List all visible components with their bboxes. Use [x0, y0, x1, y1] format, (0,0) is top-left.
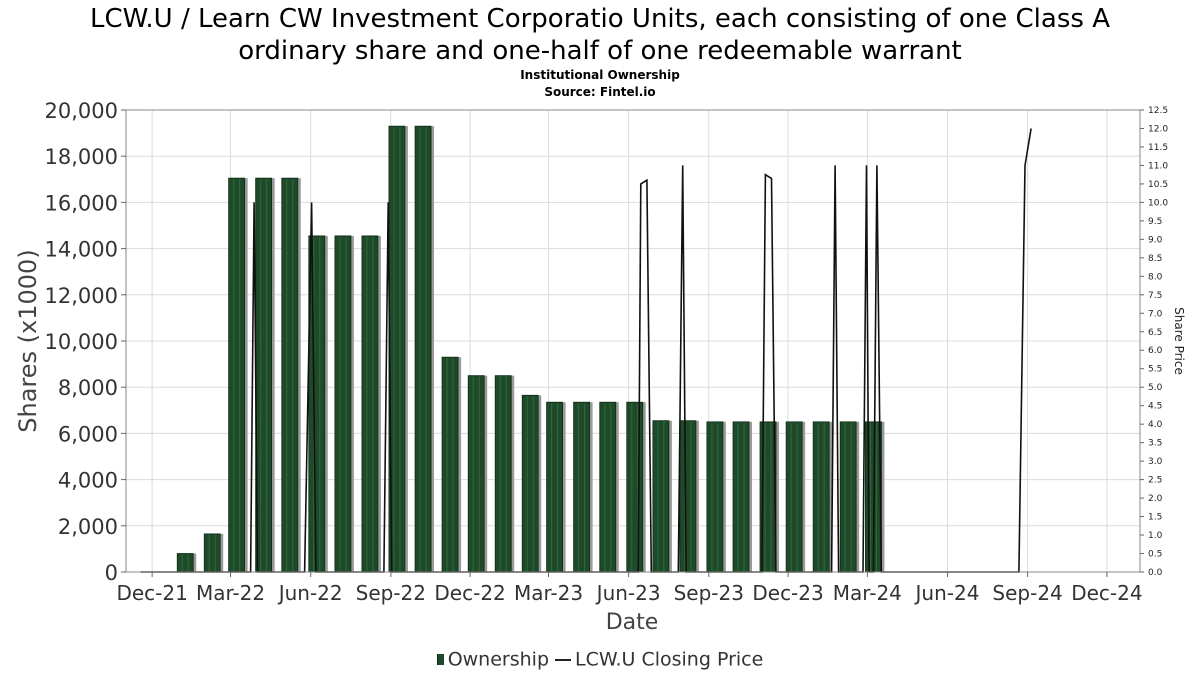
y-tick-label: 0 — [105, 561, 118, 585]
ownership-bar — [546, 401, 563, 573]
y2-tick-label: 5.0 — [1148, 383, 1163, 393]
ownership-bar — [494, 375, 512, 573]
ownership-bars — [176, 125, 885, 573]
ownership-bar — [839, 421, 857, 573]
y2-tick-label: 4.0 — [1148, 420, 1163, 430]
y2-tick-label: 6.0 — [1148, 346, 1163, 356]
ownership-bar — [785, 421, 803, 573]
x-tick-label: Jun-24 — [914, 581, 980, 605]
x-tick-label: Dec-21 — [116, 581, 187, 605]
y2-tick-label: 10.5 — [1148, 180, 1168, 190]
y2-tick-label: 0.5 — [1148, 550, 1162, 560]
y2-tick-label: 9.5 — [1148, 217, 1162, 227]
chart-title-line-1: LCW.U / Learn CW Investment Corporatio U… — [90, 4, 1110, 34]
ownership-bar — [652, 420, 670, 573]
y-tick-label: 18,000 — [45, 145, 118, 169]
legend-ownership-swatch — [436, 654, 444, 665]
ownership-bar — [361, 235, 379, 573]
y2-tick-label: 8.5 — [1148, 254, 1162, 264]
x-axis: Dec-21 Mar-22 Jun-22 Sep-22 Dec-22 Mar-23 Jun-… — [116, 572, 1143, 605]
y2-tick-label: 1.5 — [1148, 513, 1162, 523]
y2-tick-label: 7.0 — [1148, 309, 1163, 319]
ownership-bar — [441, 356, 459, 573]
ownership-bar — [414, 125, 432, 573]
y2-tick-label: 12.0 — [1148, 124, 1168, 134]
y-tick-label: 16,000 — [45, 191, 118, 215]
y2-tick-label: 7.5 — [1148, 291, 1162, 301]
y2-tick-label: 2.0 — [1148, 494, 1163, 504]
x-tick-label: Jun-23 — [595, 581, 661, 605]
y2-tick-label: 4.5 — [1148, 402, 1162, 412]
ownership-bar — [706, 421, 724, 573]
ownership-bar — [599, 401, 617, 573]
y2-tick-label: 9.0 — [1148, 235, 1163, 245]
x-tick-label: Jun-22 — [277, 581, 343, 605]
ownership-bar — [573, 401, 591, 573]
y2-tick-label: 1.0 — [1148, 531, 1163, 541]
y2-tick-label: 11.5 — [1148, 143, 1168, 153]
y-axis-left: 0 2,000 4,000 6,000 8,000 10,000 12,000 14,000 1… — [45, 99, 126, 585]
y2-tick-label: 8.0 — [1148, 272, 1163, 282]
y-tick-label: 6,000 — [58, 422, 118, 446]
chart-source: Source: Fintel.io — [544, 85, 656, 99]
ownership-bar — [679, 420, 697, 573]
chart-subtitle: Institutional Ownership — [520, 68, 680, 82]
x-tick-label: Mar-22 — [196, 581, 265, 605]
y2-tick-label: 3.0 — [1148, 457, 1163, 467]
ownership-bar — [626, 401, 644, 573]
ownership-bar — [176, 553, 194, 573]
y2-tick-label: 5.5 — [1148, 365, 1162, 375]
x-tick-label: Dec-22 — [434, 581, 505, 605]
y-axis-label: Shares (x1000) — [14, 249, 42, 432]
y-tick-label: 10,000 — [45, 330, 118, 354]
y2-tick-label: 0.0 — [1148, 568, 1163, 578]
y-tick-label: 4,000 — [58, 469, 118, 493]
legend-price-label: LCW.U Closing Price — [575, 648, 764, 671]
ownership-bar — [255, 177, 273, 573]
legend-ownership-label: Ownership — [447, 648, 550, 671]
x-axis-label: Date — [606, 610, 659, 635]
ownership-bar — [203, 533, 221, 573]
ownership-bar — [812, 421, 830, 573]
x-tick-label: Dec-24 — [1071, 581, 1142, 605]
legend: Ownership LCW.U Closing Price — [0, 648, 1200, 671]
chart-canvas: 0 2,000 4,000 6,000 8,000 10,000 12,000 14,000 1… — [14, 99, 1186, 635]
y-tick-label: 8,000 — [58, 376, 118, 400]
y-axis-right: 0.0 0.5 1.0 1.5 2.0 2.5 3.0 3.5 4.0 4.5 5.0 5.5 6.0 6… — [1140, 106, 1168, 578]
ownership-bar — [281, 177, 299, 573]
y-tick-label: 2,000 — [58, 515, 118, 539]
y2-tick-label: 3.5 — [1148, 439, 1162, 449]
y2-axis-label: Share Price — [1172, 307, 1186, 375]
y2-tick-label: 11.0 — [1148, 161, 1168, 171]
ownership-bar — [732, 421, 750, 573]
x-tick-label: Sep-23 — [674, 581, 744, 605]
ownership-bar — [228, 177, 246, 573]
chart-title-line-2: ordinary share and one-half of one redee… — [238, 36, 962, 66]
y2-tick-label: 12.5 — [1148, 106, 1168, 116]
legend-price-swatch — [555, 658, 572, 661]
x-tick-label: Sep-22 — [356, 581, 426, 605]
ownership-bar — [521, 394, 539, 573]
x-tick-label: Dec-23 — [752, 581, 823, 605]
ownership-bar — [334, 235, 352, 573]
ownership-bar — [467, 375, 485, 573]
y-tick-label: 20,000 — [45, 99, 118, 123]
x-tick-label: Sep-24 — [992, 581, 1062, 605]
y2-tick-label: 10.0 — [1148, 198, 1168, 208]
y-tick-label: 12,000 — [45, 284, 118, 308]
ownership-bar — [308, 235, 326, 573]
x-tick-label: Mar-23 — [514, 581, 583, 605]
x-tick-label: Mar-24 — [833, 581, 902, 605]
y2-tick-label: 2.5 — [1148, 476, 1162, 486]
y2-tick-label: 6.5 — [1148, 328, 1162, 338]
y-tick-label: 14,000 — [45, 238, 118, 262]
